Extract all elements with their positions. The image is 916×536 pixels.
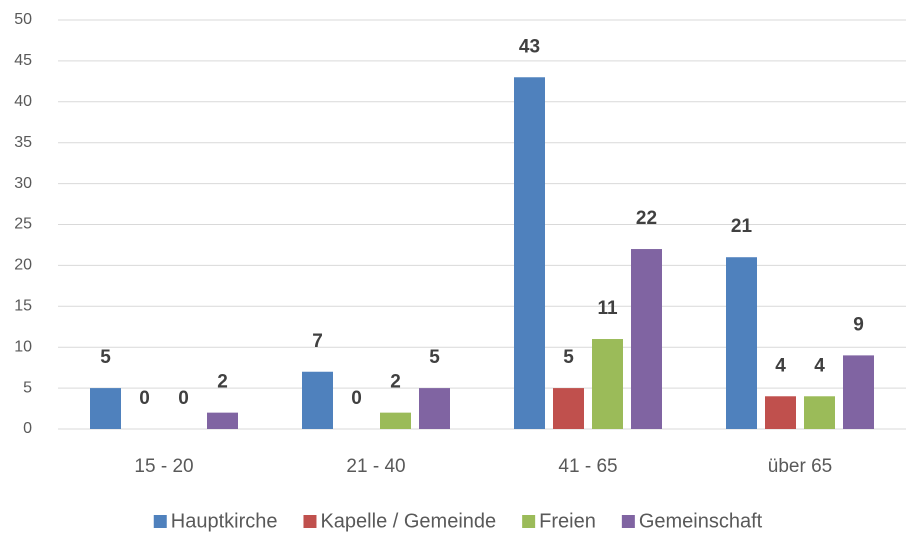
bar: [419, 388, 450, 429]
data-label: 4: [775, 355, 786, 376]
y-tick-label: 15: [14, 298, 32, 315]
data-label: 9: [853, 314, 864, 335]
legend-label: Freien: [539, 510, 596, 532]
bar: [804, 396, 835, 429]
bar: [380, 412, 411, 429]
data-label: 5: [100, 347, 111, 368]
x-tick-label: 21 - 40: [346, 456, 405, 477]
data-label: 5: [429, 347, 440, 368]
legend-swatch: [522, 515, 536, 528]
data-label: 2: [390, 372, 401, 393]
data-label: 43: [519, 36, 540, 57]
y-tick-label: 20: [14, 257, 32, 274]
legend-swatch: [303, 515, 317, 528]
legend-label: Kapelle / Gemeinde: [320, 510, 496, 532]
legend-label: Gemeinschaft: [639, 510, 763, 532]
y-tick-label: 5: [23, 379, 32, 396]
x-tick-label: über 65: [768, 456, 832, 477]
bar: [553, 388, 584, 429]
x-tick-label: 41 - 65: [558, 456, 617, 477]
bar: [90, 388, 121, 429]
data-label: 0: [139, 388, 150, 409]
bar: [726, 257, 757, 429]
y-tick-label: 40: [14, 93, 32, 110]
data-label: 2: [217, 372, 228, 393]
bar: [843, 355, 874, 429]
legend-swatch: [153, 515, 167, 528]
data-label: 4: [814, 355, 825, 376]
data-label: 11: [597, 298, 618, 319]
data-label: 22: [636, 208, 657, 229]
data-label: 5: [563, 347, 574, 368]
bar: [592, 339, 623, 429]
legend-label: Hauptkirche: [171, 510, 278, 532]
y-tick-label: 35: [14, 134, 32, 151]
y-tick-label: 10: [14, 338, 32, 355]
y-tick-label: 45: [14, 52, 32, 69]
data-label: 0: [351, 388, 362, 409]
bar: [207, 412, 238, 429]
data-label: 7: [312, 331, 323, 352]
legend-swatch: [621, 515, 635, 528]
y-tick-label: 30: [14, 175, 32, 192]
bar: [302, 371, 333, 429]
data-label: 0: [178, 388, 189, 409]
y-tick-label: 25: [14, 216, 32, 233]
bar: [514, 77, 545, 429]
y-tick-label: 50: [14, 11, 32, 28]
data-label: 21: [731, 216, 753, 237]
bar: [631, 249, 662, 429]
y-tick-label: 0: [23, 420, 32, 437]
x-tick-label: 15 - 20: [134, 456, 193, 477]
bar: [765, 396, 796, 429]
